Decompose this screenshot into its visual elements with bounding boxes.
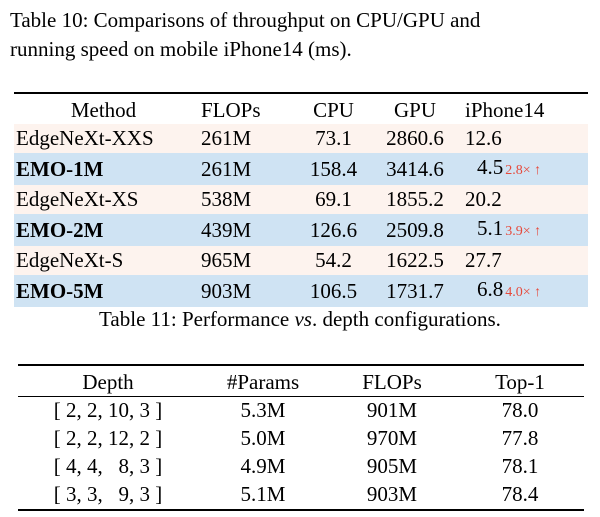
table-11-top-rule [18, 364, 584, 366]
table-row: [ 4, 4, 8, 3 ] 4.9M 905M 78.1 [18, 452, 584, 480]
iphone-value: 5.1 [477, 216, 504, 240]
top1-cell: 77.8 [501, 426, 539, 450]
table-11-header-rule [18, 396, 584, 397]
iphone-cell: 6.8 4.0× ↑ [459, 275, 588, 307]
table-10: Method FLOPs CPU GPU iPhone14 EdgeNeXt-X… [14, 96, 588, 307]
table-10-top-rule [14, 92, 588, 94]
gpu-cell: 2509.8 [371, 214, 459, 246]
flops-cell: 903M [366, 482, 418, 506]
table-row: [ 2, 2, 10, 3 ] 5.3M 901M 78.0 [18, 396, 584, 424]
method-cell: EdgeNeXt-XXS [14, 124, 191, 153]
table-11-caption-italic: vs [294, 307, 312, 331]
table-11: Depth #Params FLOPs Top-1 [ 2, 2, 10, 3 … [18, 368, 584, 508]
flops-cell: 261M [191, 124, 296, 153]
header-gpu: GPU [393, 98, 436, 122]
iphone-cell: 4.5 2.8× ↑ [459, 153, 588, 185]
flops-cell: 970M [366, 426, 418, 450]
gpu-cell: 1622.5 [371, 246, 459, 275]
depth-cell: [ 2, 2, 10, 3 ] [53, 398, 163, 422]
iphone-value: 4.5 [477, 155, 504, 179]
iphone-cell: 12.6 [459, 124, 588, 153]
header-method: Method [70, 98, 137, 122]
header-params: #Params [226, 370, 300, 394]
method-cell: EMO-5M [14, 275, 191, 307]
table-10-caption-line-2: running speed on mobile iPhone14 (ms). [10, 37, 352, 61]
params-cell: 4.9M [240, 454, 286, 478]
flops-cell: 905M [366, 454, 418, 478]
header-iphone: iPhone14 [465, 98, 545, 122]
iphone-cell: 27.7 [459, 246, 588, 275]
depth-cell: [ 3, 3, 9, 3 ] [53, 482, 163, 506]
iphone-value: 20.2 [465, 187, 502, 211]
table-row: [ 3, 3, 9, 3 ] 5.1M 903M 78.4 [18, 480, 584, 508]
gpu-cell: 1731.7 [371, 275, 459, 307]
speedup-badge: 2.8× ↑ [505, 163, 542, 178]
table-row: EdgeNeXt-XXS 261M 73.1 2860.6 12.6 [14, 124, 588, 153]
iphone-cell: 20.2 [459, 185, 588, 214]
table-10-header-row: Method FLOPs CPU GPU iPhone14 [14, 96, 588, 124]
top1-cell: 78.4 [501, 482, 539, 506]
method-cell: EdgeNeXt-XS [14, 185, 191, 214]
speedup-badge: 4.0× ↑ [505, 285, 542, 300]
gpu-cell: 2860.6 [371, 124, 459, 153]
table-row: EMO-5M 903M 106.5 1731.7 6.8 4.0× ↑ [14, 275, 588, 307]
top1-cell: 78.0 [501, 398, 539, 422]
table-11-header-row: Depth #Params FLOPs Top-1 [18, 368, 584, 396]
flops-cell: 903M [191, 275, 296, 307]
depth-cell: [ 4, 4, 8, 3 ] [53, 454, 163, 478]
gpu-cell: 3414.6 [371, 153, 459, 185]
params-cell: 5.3M [240, 398, 286, 422]
table-row: EdgeNeXt-XS 538M 69.1 1855.2 20.2 [14, 185, 588, 214]
method-cell: EMO-2M [14, 214, 191, 246]
table-11-bottom-rule [18, 509, 584, 511]
flops-cell: 538M [191, 185, 296, 214]
cpu-cell: 69.1 [296, 185, 371, 214]
iphone-value: 6.8 [477, 277, 504, 301]
iphone-value: 12.6 [465, 126, 502, 150]
params-cell: 5.1M [240, 482, 286, 506]
iphone-cell: 5.1 3.9× ↑ [459, 214, 588, 246]
flops-cell: 439M [191, 214, 296, 246]
table-10-caption: Table 10: Comparisons of throughput on C… [10, 6, 595, 64]
method-cell: EdgeNeXt-S [14, 246, 191, 275]
depth-cell: [ 2, 2, 12, 2 ] [53, 426, 163, 450]
flops-cell: 261M [191, 153, 296, 185]
method-cell: EMO-1M [14, 153, 191, 185]
cpu-cell: 106.5 [296, 275, 371, 307]
table-11-caption-prefix: Table 11: Performance [99, 307, 295, 331]
cpu-cell: 73.1 [296, 124, 371, 153]
header-cpu: CPU [313, 98, 354, 122]
table-row: EdgeNeXt-S 965M 54.2 1622.5 27.7 [14, 246, 588, 275]
table-11-caption-suffix: . depth configurations. [311, 307, 501, 331]
header-depth: Depth [82, 370, 134, 394]
params-cell: 5.0M [240, 426, 286, 450]
iphone-value: 27.7 [465, 248, 502, 272]
header-top1: Top-1 [495, 370, 545, 394]
flops-cell: 965M [191, 246, 296, 275]
table-row: [ 2, 2, 12, 2 ] 5.0M 970M 77.8 [18, 424, 584, 452]
top1-cell: 78.1 [501, 454, 539, 478]
table-row: EMO-1M 261M 158.4 3414.6 4.5 2.8× ↑ [14, 153, 588, 185]
table-11-caption: Table 11: Performance vs. depth configur… [0, 305, 600, 334]
table-10-caption-line-1: Table 10: Comparisons of throughput on C… [10, 8, 481, 32]
cpu-cell: 54.2 [296, 246, 371, 275]
gpu-cell: 1855.2 [371, 185, 459, 214]
speedup-badge: 3.9× ↑ [505, 224, 542, 239]
cpu-cell: 158.4 [296, 153, 371, 185]
flops-cell: 901M [366, 398, 418, 422]
header-flops: FLOPs [201, 98, 261, 122]
table-row: EMO-2M 439M 126.6 2509.8 5.1 3.9× ↑ [14, 214, 588, 246]
cpu-cell: 126.6 [296, 214, 371, 246]
header-flops: FLOPs [362, 370, 422, 394]
